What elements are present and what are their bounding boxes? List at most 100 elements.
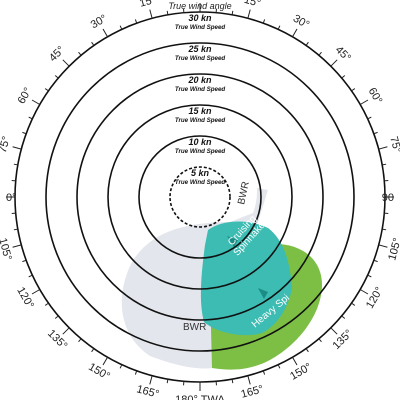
- angle-tick: [373, 131, 378, 135]
- angle-label: 15°: [243, 0, 262, 10]
- angle-tick: [341, 75, 346, 79]
- angle-tick: [359, 289, 369, 295]
- angle-tick: [78, 51, 82, 56]
- angle-tick: [330, 327, 338, 335]
- speed-ring-sublabel: True Wind Speed: [175, 179, 226, 186]
- angle-label: 30°: [291, 13, 311, 32]
- speed-ring-sublabel: True Wind Speed: [175, 86, 226, 93]
- angle-tick: [231, 10, 234, 15]
- angle-tick: [166, 379, 169, 384]
- angle-label: 180° TWA: [175, 394, 225, 400]
- angle-tick: [13, 163, 18, 166]
- speed-ring-sublabel: True Wind Speed: [175, 117, 226, 124]
- angle-label: 30°: [89, 13, 109, 32]
- speed-ring-label: 15 kn: [188, 106, 212, 116]
- angle-label: 60°: [16, 86, 35, 106]
- angle-label: 90: [382, 192, 394, 204]
- speed-ring: [76, 73, 324, 321]
- angle-tick: [62, 327, 70, 335]
- angle-tick: [318, 338, 322, 343]
- angle-label: 120°: [14, 285, 36, 311]
- angle-tick: [62, 59, 70, 67]
- angle-tick: [247, 9, 251, 19]
- angle-tick: [119, 364, 123, 369]
- angle-tick: [378, 244, 388, 248]
- angle-ticks: [6, 3, 394, 391]
- speed-ring: [169, 166, 231, 228]
- angle-tick: [262, 370, 266, 375]
- angle-tick: [12, 244, 22, 248]
- angle-label: 75°: [0, 135, 13, 154]
- angle-tick: [78, 338, 82, 343]
- speed-ring-sublabel: True Wind Speed: [175, 24, 226, 31]
- angle-label: 165°: [135, 383, 160, 400]
- angle-tick: [91, 348, 95, 353]
- angle-tick: [367, 116, 372, 120]
- angle-tick: [134, 370, 138, 375]
- angle-label: 150°: [288, 361, 314, 383]
- angle-tick: [330, 59, 338, 67]
- speed-ring-label: 30 kn: [188, 13, 212, 23]
- angle-label: 15°: [138, 0, 157, 10]
- marker-cruising: [227, 236, 238, 247]
- angle-tick: [102, 28, 108, 38]
- speed-ring-sublabel: True Wind Speed: [175, 55, 226, 62]
- angle-tick: [134, 19, 138, 24]
- angle-tick: [231, 379, 234, 384]
- angle-tick: [305, 348, 309, 353]
- angle-tick: [292, 28, 298, 38]
- angle-label: 105°: [0, 237, 14, 262]
- angle-tick: [28, 116, 33, 120]
- angle-label: 75°: [387, 135, 400, 154]
- angle-tick: [373, 259, 378, 263]
- angle-label: 150°: [86, 361, 112, 383]
- speed-ring-sublabel: True Wind Speed: [175, 148, 226, 155]
- angle-tick: [54, 315, 59, 319]
- speed-ring-label: 10 kn: [188, 137, 212, 147]
- angle-tick: [277, 25, 281, 30]
- angle-tick: [359, 99, 369, 105]
- angle-tick: [367, 274, 372, 278]
- angle-tick: [13, 228, 18, 231]
- angle-tick: [378, 146, 388, 150]
- speed-ring-label: 20 kn: [187, 75, 212, 85]
- angle-tick: [44, 302, 49, 306]
- angle-tick: [305, 41, 309, 46]
- angle-tick: [341, 315, 346, 319]
- marker-heavy: [258, 288, 268, 299]
- angle-label: 60°: [366, 86, 385, 106]
- angle-tick: [149, 9, 153, 19]
- angle-tick: [149, 375, 153, 385]
- angle-tick: [166, 10, 169, 15]
- zone-cruising-spinnaker: [200, 221, 292, 336]
- angle-label: 0°: [6, 192, 17, 204]
- angle-tick: [277, 364, 281, 369]
- speed-ring: [107, 104, 293, 290]
- angle-tick: [102, 356, 108, 366]
- speed-ring: [138, 135, 262, 259]
- angle-tick: [351, 302, 356, 306]
- angle-label: 120°: [364, 285, 386, 311]
- angle-tick: [22, 259, 27, 263]
- speed-ring-label: 5 kn: [191, 168, 210, 178]
- zone-label-bwr-upper: BWR: [236, 181, 252, 206]
- angle-tick: [44, 88, 49, 92]
- speed-ring-label: 25 kn: [187, 44, 212, 54]
- speed-ring: [45, 42, 355, 352]
- angle-tick: [91, 41, 95, 46]
- zone-label-bwr-lower: BWR: [183, 322, 206, 333]
- angle-tick: [22, 131, 27, 135]
- angle-tick: [351, 88, 356, 92]
- angle-tick: [54, 75, 59, 79]
- angle-tick: [292, 356, 298, 366]
- angle-tick: [247, 375, 251, 385]
- angle-tick: [382, 163, 387, 166]
- angle-tick: [28, 274, 33, 278]
- angle-tick: [119, 25, 123, 30]
- angle-tick: [12, 146, 22, 150]
- angle-tick: [262, 19, 266, 24]
- angle-tick: [318, 51, 322, 56]
- angle-label: 165°: [240, 383, 265, 400]
